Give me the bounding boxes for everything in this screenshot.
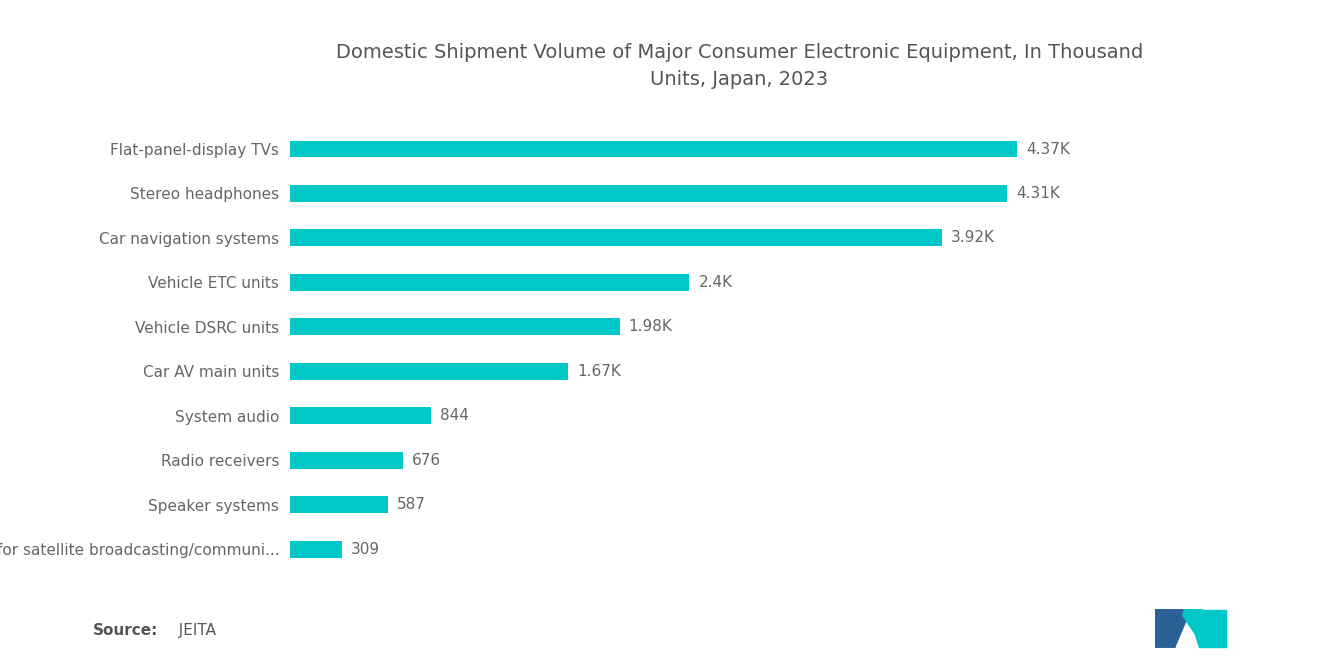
Text: 4.37K: 4.37K	[1026, 142, 1069, 156]
Polygon shape	[1187, 610, 1226, 647]
Bar	[290, 452, 403, 469]
Text: 587: 587	[397, 497, 426, 512]
Bar	[290, 319, 619, 335]
Text: 676: 676	[412, 453, 441, 467]
Text: 4.31K: 4.31K	[1016, 186, 1060, 201]
Text: Source:: Source:	[92, 623, 158, 638]
Text: 2.4K: 2.4K	[698, 275, 733, 290]
Text: JEITA: JEITA	[169, 623, 216, 638]
Bar	[290, 541, 342, 558]
Bar	[290, 185, 1007, 202]
Polygon shape	[1179, 610, 1203, 633]
Bar	[290, 408, 430, 424]
Text: 1.98K: 1.98K	[628, 319, 672, 334]
Bar	[290, 229, 942, 247]
Title: Domestic Shipment Volume of Major Consumer Electronic Equipment, In Thousand
Uni: Domestic Shipment Volume of Major Consum…	[335, 43, 1143, 89]
Bar	[290, 140, 1016, 158]
Polygon shape	[1155, 610, 1183, 647]
Text: 1.67K: 1.67K	[577, 364, 620, 379]
Bar	[290, 363, 568, 380]
Text: 844: 844	[440, 408, 469, 424]
Bar	[290, 274, 689, 291]
Polygon shape	[1155, 610, 1191, 647]
Text: 3.92K: 3.92K	[952, 231, 995, 245]
Text: 309: 309	[351, 542, 380, 557]
Bar	[290, 496, 388, 513]
